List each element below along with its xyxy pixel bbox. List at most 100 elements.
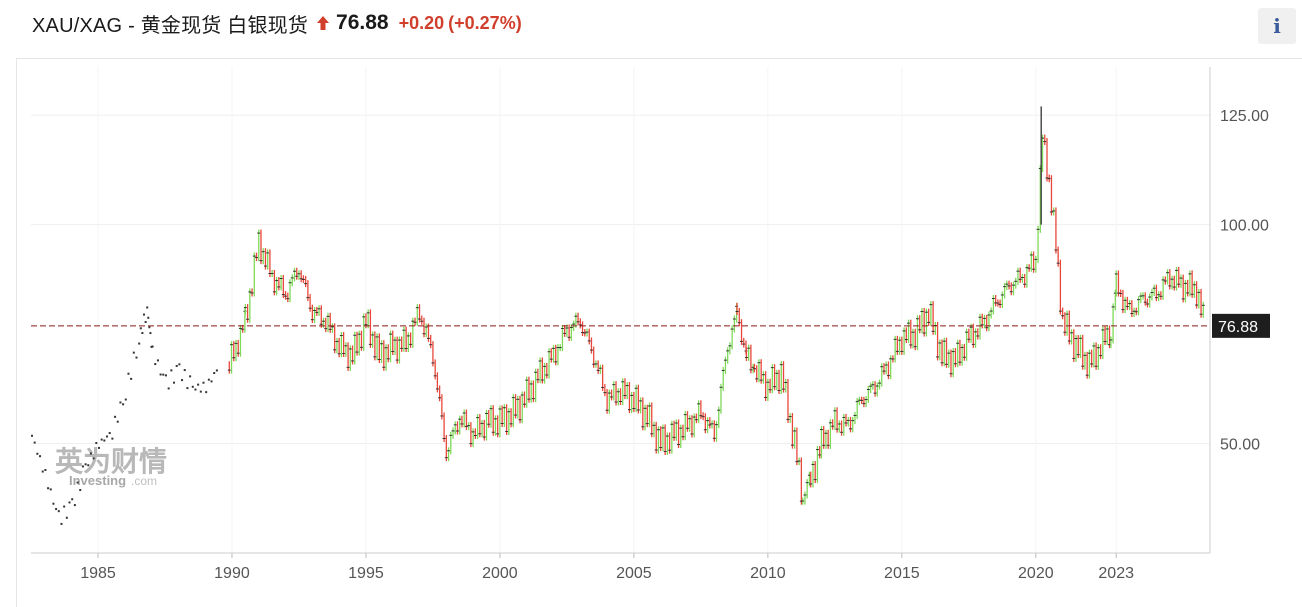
data-dot [106, 435, 109, 438]
data-dot [52, 502, 55, 505]
data-dot [202, 381, 205, 384]
data-dot [116, 420, 119, 423]
data-dot [71, 498, 74, 501]
data-dot [111, 437, 114, 440]
data-dot [49, 488, 52, 491]
data-dot [36, 452, 39, 455]
early-data-dots [31, 306, 218, 525]
data-dot [186, 387, 189, 390]
last-price-marker: 76.88 [31, 313, 1270, 338]
watermark-suffix: .com [131, 474, 157, 488]
x-tick-label: 2010 [750, 565, 786, 582]
data-dot [97, 446, 100, 449]
data-dot [103, 439, 106, 442]
price-change-percent: (+0.27%) [448, 12, 522, 33]
price-change: +0.20 [398, 12, 445, 33]
data-dot [68, 501, 71, 504]
data-dot [141, 332, 144, 335]
data-dot [39, 455, 42, 458]
x-tick-label: 2020 [1018, 565, 1054, 582]
watermark-en: Investing [69, 473, 126, 488]
data-dot [143, 313, 146, 316]
data-dot [92, 457, 95, 460]
data-dot [122, 403, 125, 406]
axes: 125.00 100.00 50.00 1985 1990 1995 2000 2005 201… [31, 67, 1269, 582]
y-tick-label: 100.00 [1220, 218, 1269, 235]
info-button[interactable]: i [1258, 8, 1296, 44]
data-dot [55, 508, 58, 511]
data-dot [210, 380, 213, 383]
data-dot [178, 363, 181, 366]
data-dot [215, 369, 218, 372]
last-price: 76.88 [336, 11, 389, 34]
investing-watermark: 英为财情 Investing .com [55, 445, 167, 488]
up-arrow-icon [317, 16, 330, 30]
last-price-tag-label: 76.88 [1218, 319, 1258, 336]
data-dot [183, 369, 186, 372]
data-dot [139, 327, 142, 330]
data-dot [189, 375, 192, 378]
x-tick-label: 1995 [348, 565, 384, 582]
data-dot [132, 351, 135, 354]
data-dot [205, 391, 208, 394]
data-dot [197, 383, 200, 386]
price-bars [227, 106, 1205, 505]
data-dot [175, 364, 178, 367]
data-dot [148, 326, 151, 329]
data-dot [191, 385, 194, 388]
data-dot [114, 415, 117, 418]
data-dot [81, 465, 84, 468]
data-dot [87, 464, 90, 467]
data-dot [41, 470, 44, 473]
data-dot [154, 363, 157, 366]
data-dot [130, 377, 133, 380]
data-dot [76, 481, 79, 484]
data-dot [135, 356, 138, 359]
data-dot [181, 379, 184, 382]
data-dot [63, 505, 66, 508]
data-dot [44, 469, 47, 472]
data-dot [65, 516, 68, 519]
data-dot [151, 345, 154, 348]
x-tick-label: 2000 [482, 565, 518, 582]
data-dot [167, 387, 170, 390]
data-dot [162, 373, 165, 376]
x-tick-label: 2015 [884, 565, 920, 582]
data-dot [213, 372, 216, 375]
data-dot [108, 432, 111, 435]
data-dot [173, 381, 176, 384]
x-tick-label: 1990 [214, 565, 250, 582]
data-dot [57, 510, 60, 513]
data-dot [124, 398, 127, 401]
data-dot [170, 369, 173, 372]
instrument-title: XAU/XAG - 黄金现货 白银现货 [32, 14, 309, 37]
data-dot [127, 372, 130, 375]
data-dot [146, 306, 149, 309]
data-dot [149, 332, 152, 335]
y-tick-label: 125.00 [1220, 108, 1269, 125]
data-dot [73, 504, 76, 507]
last-price-tag [1212, 313, 1270, 338]
data-dot [164, 374, 167, 377]
watermark-cn: 英为财情 [55, 445, 167, 478]
data-dot [89, 452, 92, 455]
data-dot [150, 345, 153, 348]
data-dot [119, 401, 122, 404]
data-dot [147, 316, 150, 319]
price-chart[interactable]: 英为财情 Investing .com 125.00 100.00 50.00 198… [17, 59, 1302, 607]
data-dot [138, 342, 141, 345]
x-tick-label: 1985 [80, 565, 116, 582]
data-dot [33, 441, 36, 444]
y-tick-label: 50.00 [1220, 437, 1260, 454]
data-dot [31, 434, 33, 437]
data-dot [199, 390, 202, 393]
data-dot [60, 522, 63, 525]
data-dot [159, 373, 162, 376]
data-dot [144, 321, 147, 324]
chart-area[interactable]: 英为财情 Investing .com 125.00 100.00 50.00 198… [16, 58, 1302, 607]
data-dot [47, 487, 50, 490]
data-dot [207, 378, 210, 381]
data-dot [79, 488, 82, 491]
data-dot [84, 463, 87, 466]
x-tick-label: 2023 [1098, 565, 1134, 582]
